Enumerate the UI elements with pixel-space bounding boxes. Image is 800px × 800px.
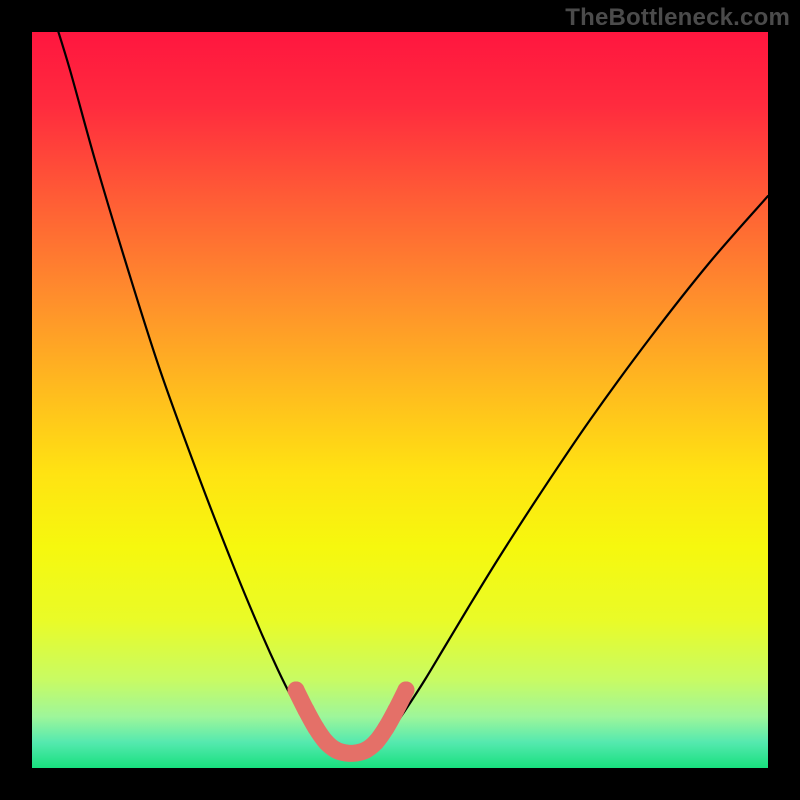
- overlay-bead: [308, 720, 325, 737]
- overlay-bead: [368, 734, 385, 751]
- overlay-bead: [378, 720, 395, 737]
- watermark-text: TheBottleneck.com: [565, 4, 790, 32]
- plot-area: [32, 18, 768, 768]
- overlay-bead: [388, 702, 405, 719]
- chart-svg: [0, 0, 800, 800]
- overlay-bead: [298, 702, 315, 719]
- overlay-bead: [398, 682, 415, 699]
- plot-background: [32, 32, 768, 768]
- overlay-bead: [288, 682, 305, 699]
- chart-stage: TheBottleneck.com: [0, 0, 800, 800]
